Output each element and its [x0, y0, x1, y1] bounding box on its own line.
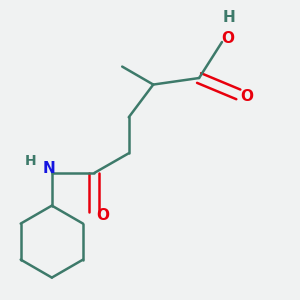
Text: O: O [96, 208, 109, 223]
Text: O: O [240, 88, 253, 104]
Text: O: O [221, 31, 234, 46]
Text: H: H [222, 10, 235, 25]
Text: N: N [43, 161, 56, 176]
Text: H: H [25, 154, 36, 169]
